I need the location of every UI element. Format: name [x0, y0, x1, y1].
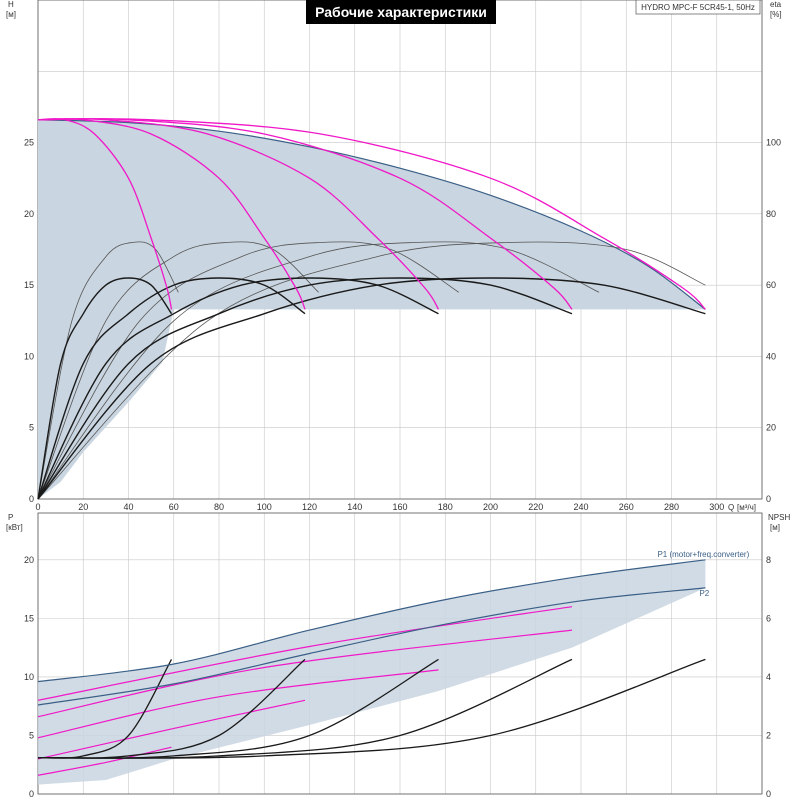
- x-tick-label: 20: [78, 502, 88, 512]
- x-tick-label: 0: [35, 502, 40, 512]
- pump-head-curve: [37, 118, 306, 310]
- x-tick-label: 300: [709, 502, 724, 512]
- pump-power-curve: [37, 746, 172, 776]
- y2-tick-label: 8: [766, 555, 771, 565]
- x-tick-label: 100: [257, 502, 272, 512]
- efficiency-extension-curve: [37, 241, 319, 500]
- y2-tick-label: 100: [766, 138, 781, 148]
- p1-curve: [37, 559, 706, 683]
- power-envelope-area: [38, 559, 706, 785]
- pump-head-curve: [37, 118, 440, 310]
- p2-curve: [37, 587, 706, 706]
- y-axis-unit: [кВт]: [6, 523, 23, 532]
- y-tick-label: 0: [29, 789, 34, 799]
- y-tick-label: 25: [24, 138, 34, 148]
- y-tick-label: 15: [24, 613, 34, 623]
- efficiency-extension-curve: [37, 241, 600, 500]
- x-tick-label: 140: [347, 502, 362, 512]
- y2-axis-unit: [%]: [770, 10, 782, 19]
- operating-envelope-area: [38, 119, 706, 500]
- pump-power-curve: [37, 699, 306, 760]
- y2-tick-label: 2: [766, 730, 771, 740]
- y2-tick-label: 6: [766, 613, 771, 623]
- subtitle-box: [635, 0, 761, 15]
- x-tick-label: 60: [169, 502, 179, 512]
- x-tick-label: 120: [302, 502, 317, 512]
- x-tick-label: 80: [214, 502, 224, 512]
- chart-title: Рабочие характеристики: [315, 4, 487, 20]
- y2-tick-label: 20: [766, 423, 776, 433]
- efficiency-curve: [37, 277, 306, 500]
- y2-tick-label: 40: [766, 351, 776, 361]
- x-tick-label: 180: [438, 502, 453, 512]
- x-tick-label: 260: [619, 502, 634, 512]
- x-axis-unit: [м³/ч]: [737, 503, 756, 512]
- p1-series-label: P1 (motor+freq.converter): [657, 550, 749, 559]
- pump-power-curve: [37, 629, 573, 718]
- y-axis-title: H: [8, 0, 14, 9]
- y2-tick-label: 0: [766, 494, 771, 504]
- x-tick-label: 160: [392, 502, 407, 512]
- x-tick-label: 220: [528, 502, 543, 512]
- y-tick-label: 0: [29, 494, 34, 504]
- y2-tick-label: 4: [766, 672, 771, 682]
- pump-head-curve: [37, 118, 706, 310]
- x-tick-label: 40: [123, 502, 133, 512]
- efficiency-curve: [37, 277, 573, 500]
- npsh-curve: [37, 658, 706, 759]
- bottom-plot-frame: [37, 512, 763, 795]
- x-tick-label: 200: [483, 502, 498, 512]
- y-tick-label: 20: [24, 555, 34, 565]
- pump-power-curve: [37, 606, 573, 701]
- y-axis-title: P: [8, 513, 13, 522]
- pump-head-curve: [37, 118, 573, 310]
- y2-axis-unit: [м]: [770, 523, 780, 532]
- y2-tick-label: 80: [766, 209, 776, 219]
- y-tick-label: 10: [24, 351, 34, 361]
- y-tick-label: 5: [29, 730, 34, 740]
- p2-series-label: P2: [699, 589, 709, 598]
- top-panel: 0 20 40 60 80 100 120 140 160 180 200 220 240 260 280 3…: [6, 0, 782, 512]
- y-tick-label: 5: [29, 423, 34, 433]
- efficiency-curve: [37, 277, 706, 500]
- efficiency-curve: [37, 277, 173, 500]
- chart-title-box: [306, 0, 496, 24]
- chart-subtitle: HYDRO MPC-F 5CR45-1, 50Hz: [641, 3, 755, 12]
- y-axis-unit: [м]: [6, 10, 16, 19]
- efficiency-extension-curve: [37, 241, 706, 500]
- efficiency-extension-curve: [37, 241, 179, 500]
- pump-power-curve: [37, 669, 439, 739]
- x-axis-title: Q: [728, 503, 734, 512]
- bottom-panel: P1 (motor+freq.converter) P2 0 5 10 15 20 0 2 4 6 8…: [6, 512, 790, 799]
- efficiency-extension-curve: [37, 241, 460, 500]
- y-tick-label: 15: [24, 280, 34, 290]
- x-tick-label: 240: [573, 502, 588, 512]
- y-tick-label: 20: [24, 209, 34, 219]
- y2-axis-title: eta: [770, 0, 782, 9]
- y2-axis-title: NPSH: [768, 513, 790, 522]
- y-tick-label: 10: [24, 672, 34, 682]
- y2-tick-label: 60: [766, 280, 776, 290]
- y2-tick-label: 0: [766, 789, 771, 799]
- x-tick-label: 280: [664, 502, 679, 512]
